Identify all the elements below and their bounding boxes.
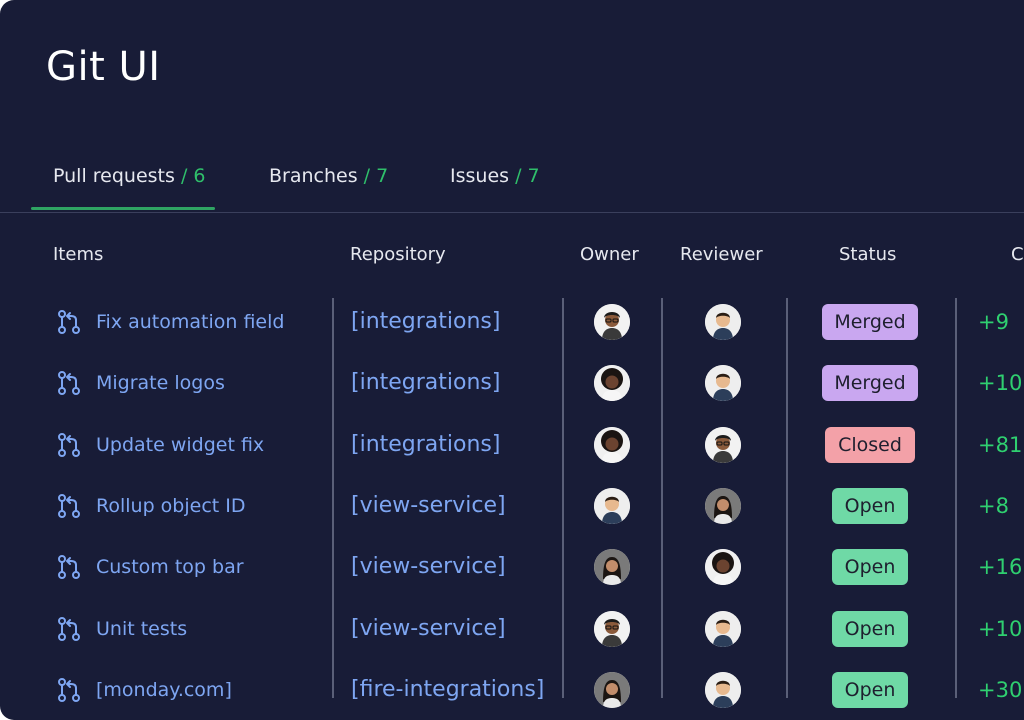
pull-request-link[interactable]: Migrate logos bbox=[56, 361, 225, 405]
column-header-reviewer[interactable]: Reviewer bbox=[680, 244, 763, 265]
pull-request-icon bbox=[56, 615, 82, 643]
column-header-repository[interactable]: Repository bbox=[350, 244, 446, 265]
reviewer-avatar[interactable] bbox=[705, 365, 741, 402]
reviewer-avatar[interactable] bbox=[705, 610, 741, 647]
tab-issues[interactable]: Issues / 7 bbox=[450, 165, 540, 187]
repository-link[interactable]: [integrations] bbox=[351, 370, 501, 396]
repository-link[interactable]: [view-service] bbox=[351, 615, 506, 641]
tab-branches[interactable]: Branches / 7 bbox=[269, 165, 388, 187]
owner-avatar[interactable] bbox=[594, 426, 630, 463]
lines-changed: +81 bbox=[978, 432, 1023, 457]
table-row[interactable]: Rollup object ID [view-service] Open +8 bbox=[0, 484, 1024, 544]
pull-request-link[interactable]: Unit tests bbox=[56, 607, 187, 651]
column-divider bbox=[332, 298, 334, 698]
repository-link[interactable]: [view-service] bbox=[351, 492, 506, 518]
lines-changed: +8 bbox=[978, 493, 1009, 518]
pull-request-link[interactable]: Custom top bar bbox=[56, 545, 244, 589]
status-badge[interactable]: Closed bbox=[825, 426, 915, 463]
pull-request-link[interactable]: Update widget fix bbox=[56, 423, 264, 467]
tab-count: / 7 bbox=[515, 165, 540, 187]
pull-request-icon bbox=[56, 431, 82, 459]
pull-request-icon bbox=[56, 308, 82, 336]
column-divider bbox=[661, 298, 663, 698]
tab-count: / 6 bbox=[180, 165, 206, 187]
column-header-changes[interactable]: C bbox=[1011, 244, 1024, 265]
owner-avatar[interactable] bbox=[594, 365, 630, 402]
repository-link[interactable]: [integrations] bbox=[351, 431, 501, 457]
tab-bar: Pull requests / 6 Branches / 7 Issues / … bbox=[0, 165, 1024, 213]
pull-request-icon bbox=[56, 369, 82, 397]
reviewer-avatar[interactable] bbox=[705, 426, 741, 463]
lines-changed: +9 bbox=[978, 310, 1009, 334]
repository-link[interactable]: [integrations] bbox=[351, 309, 501, 334]
page-title: Git UI bbox=[46, 44, 161, 90]
column-divider bbox=[955, 298, 957, 698]
tab-label: Pull requests bbox=[53, 165, 175, 187]
reviewer-avatar[interactable] bbox=[705, 304, 741, 340]
lines-changed: +10 bbox=[978, 371, 1023, 396]
pull-request-icon bbox=[56, 492, 82, 520]
table-row[interactable]: Unit tests [view-service] Open +10 bbox=[0, 607, 1024, 667]
pull-request-title: Migrate logos bbox=[96, 372, 225, 395]
pull-request-title: Rollup object ID bbox=[96, 494, 246, 517]
owner-avatar[interactable] bbox=[594, 610, 630, 647]
column-divider bbox=[562, 298, 564, 698]
column-header-status[interactable]: Status bbox=[839, 244, 897, 265]
lines-changed: +10 bbox=[978, 616, 1023, 641]
status-badge[interactable]: Merged bbox=[822, 304, 918, 340]
owner-avatar[interactable] bbox=[594, 549, 630, 586]
column-header-items[interactable]: Items bbox=[53, 244, 104, 265]
tab-label: Issues bbox=[450, 165, 510, 187]
pull-request-title: Fix automation field bbox=[96, 311, 285, 333]
status-badge[interactable]: Open bbox=[832, 549, 908, 586]
table-row[interactable]: Migrate logos [integrations] Merged +10 bbox=[0, 361, 1024, 421]
table-row[interactable]: Update widget fix [integrations] Closed +81 bbox=[0, 423, 1024, 483]
column-divider bbox=[786, 298, 788, 698]
table-row[interactable]: Custom top bar [view-service] Open +16 bbox=[0, 545, 1024, 605]
tab-label: Branches bbox=[269, 165, 358, 187]
reviewer-avatar[interactable] bbox=[705, 549, 741, 586]
pull-request-title: Custom top bar bbox=[96, 556, 244, 579]
reviewer-avatar[interactable] bbox=[705, 487, 741, 524]
table-row[interactable]: [monday.com] [fire-integrations] Open +30 bbox=[0, 668, 1024, 720]
pull-request-title: Update widget fix bbox=[96, 433, 265, 456]
tab-divider bbox=[0, 212, 1024, 213]
owner-avatar[interactable] bbox=[594, 487, 630, 524]
column-header-owner[interactable]: Owner bbox=[580, 244, 639, 265]
status-badge[interactable]: Open bbox=[832, 487, 908, 524]
pull-request-link[interactable]: Rollup object ID bbox=[56, 484, 246, 528]
pull-request-icon bbox=[56, 553, 82, 581]
tab-count: / 7 bbox=[363, 165, 389, 187]
pull-request-title: Unit tests bbox=[96, 617, 188, 640]
pull-request-link[interactable]: Fix automation field bbox=[56, 300, 284, 344]
status-badge[interactable]: Open bbox=[832, 610, 908, 647]
tab-pull-requests[interactable]: Pull requests / 6 bbox=[30, 165, 216, 210]
status-badge[interactable]: Merged bbox=[822, 365, 918, 402]
table-row[interactable]: Fix automation field [integrations] Merged… bbox=[0, 300, 1024, 360]
lines-changed: +16 bbox=[978, 555, 1023, 580]
owner-avatar[interactable] bbox=[594, 304, 630, 340]
repository-link[interactable]: [view-service] bbox=[351, 554, 506, 580]
